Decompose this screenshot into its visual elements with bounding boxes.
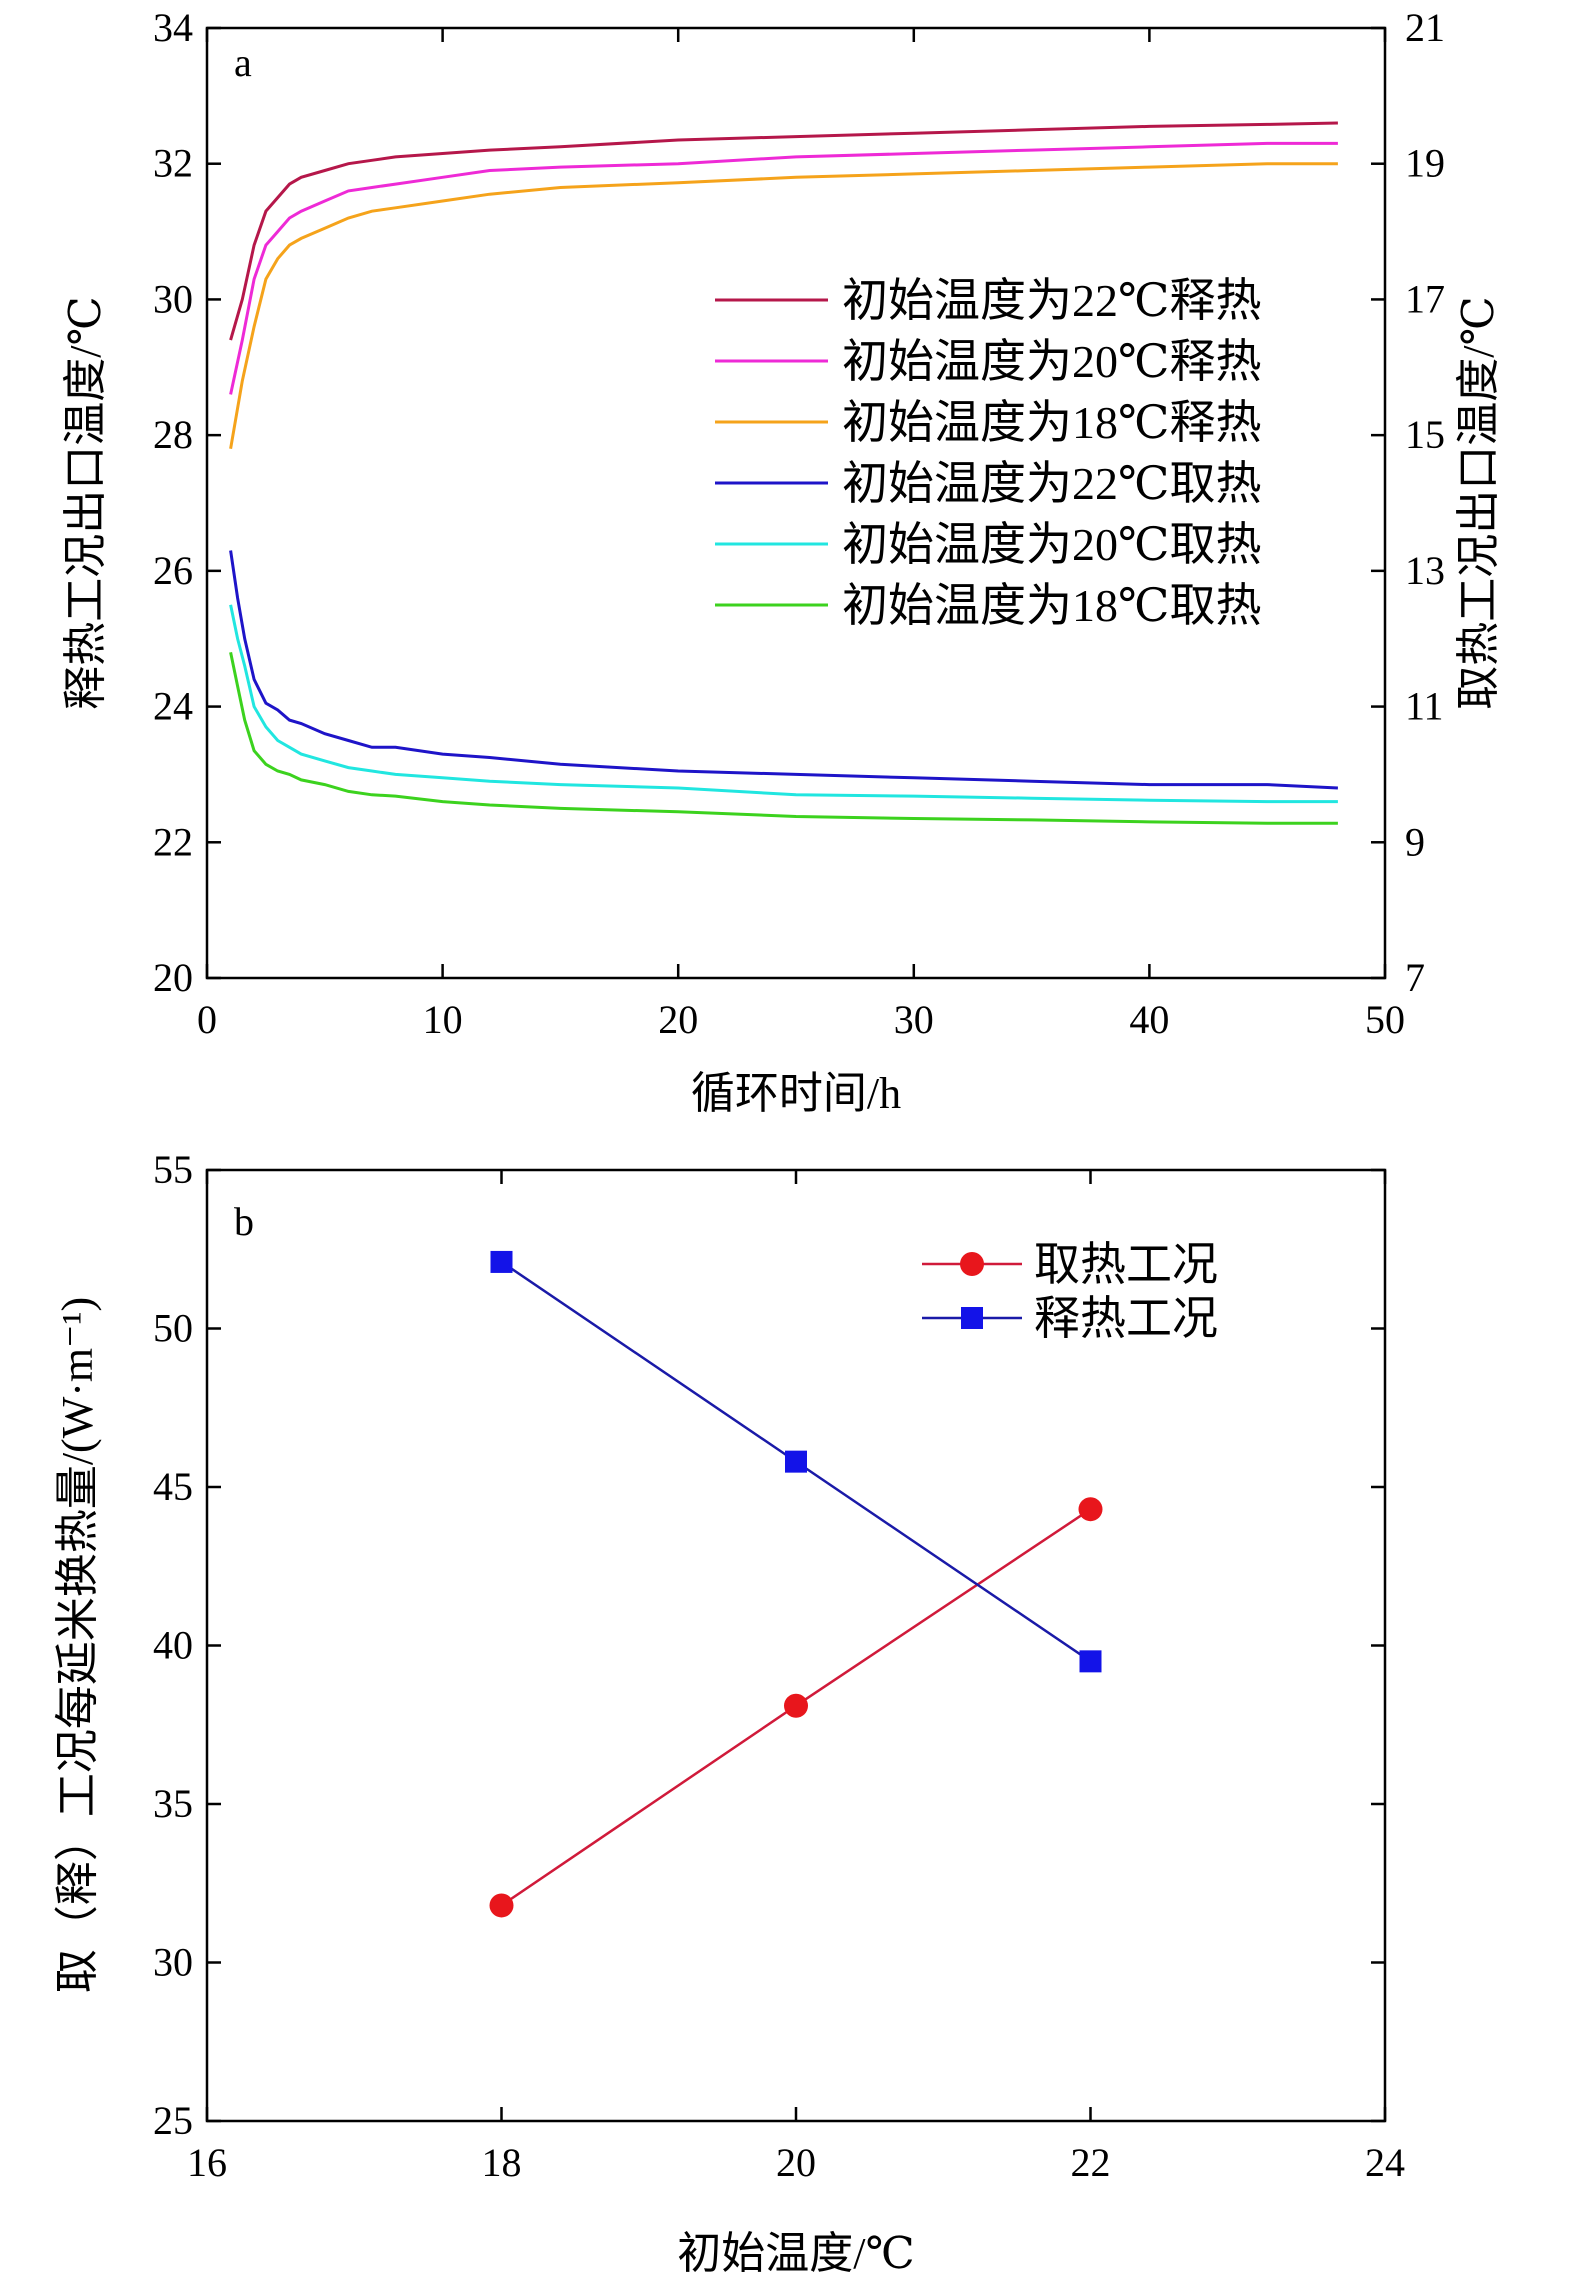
series-line-a-1 xyxy=(229,121,1338,341)
x-axis-title-a: 循环时间/h xyxy=(691,1069,901,1118)
data-point-b-1 xyxy=(1078,1497,1103,1522)
legend-label-a-2: 初始温度为20℃释热 xyxy=(842,336,1261,387)
x-tick-label-a: 40 xyxy=(1129,997,1169,1042)
y-tick-label-right-a: 21 xyxy=(1405,5,1445,50)
y-tick-label-right-a: 7 xyxy=(1405,955,1425,1000)
series-lines-a xyxy=(229,121,1338,825)
legend-label-a-4: 初始温度为22℃取热 xyxy=(842,458,1261,509)
x-tick-label-b: 20 xyxy=(776,2140,816,2185)
legend-label-a-1: 初始温度为22℃释热 xyxy=(842,275,1261,326)
y-tick-label-left-a: 20 xyxy=(153,955,193,1000)
chart-panel-a: a 0 10 20 30 40 50 20 22 24 26 28 30 32 34 7 9 11 13 15 17 1… xyxy=(61,5,1503,1118)
y-tick-label-left-a: 32 xyxy=(153,141,193,186)
data-point-b-1 xyxy=(489,1893,514,1918)
series-line-a-3 xyxy=(229,162,1338,449)
x-tick-label-a: 10 xyxy=(423,997,463,1042)
y-axis-title-left-a: 释热工况出口温度/℃ xyxy=(61,296,110,709)
legend-label-b-2: 释热工况 xyxy=(1034,1293,1218,1344)
y-tick-label-left-a: 30 xyxy=(153,276,193,321)
y-axis-title-b: 取（释）工况每延米换热量/(W·m⁻¹) xyxy=(53,1297,102,1993)
legend-label-a-6: 初始温度为18℃取热 xyxy=(842,580,1261,631)
y-tick-label-left-a: 34 xyxy=(153,5,193,50)
axis-ticks-b: 16 18 20 22 24 25 30 35 40 45 50 55 xyxy=(153,1147,1405,2185)
series-line-a-2 xyxy=(229,141,1338,395)
axis-ticks-a: 0 10 20 30 40 50 20 22 24 26 28 30 32 34 7 9 11 13 15 17 19 2… xyxy=(153,5,1445,1042)
series-line-a-5 xyxy=(229,604,1338,804)
x-axis-title-b: 初始温度/℃ xyxy=(677,2229,914,2278)
y-tick-label-b: 55 xyxy=(153,1147,193,1192)
series-lines-b xyxy=(489,1250,1103,1918)
y-tick-label-right-a: 17 xyxy=(1405,276,1445,321)
x-tick-label-a: 50 xyxy=(1365,997,1405,1042)
legend-marker-b-1 xyxy=(960,1252,984,1276)
y-tick-label-left-a: 22 xyxy=(153,819,193,864)
y-tick-label-b: 45 xyxy=(153,1464,193,1509)
x-tick-label-b: 16 xyxy=(187,2140,227,2185)
y-tick-label-b: 25 xyxy=(153,2098,193,2143)
y-tick-label-b: 35 xyxy=(153,1781,193,1826)
legend-marker-b-2 xyxy=(961,1307,983,1329)
legend-a: 初始温度为22℃释热初始温度为20℃释热初始温度为18℃释热初始温度为22℃取热… xyxy=(715,275,1261,631)
y-tick-label-right-a: 15 xyxy=(1405,412,1445,457)
y-tick-label-left-a: 24 xyxy=(153,684,193,729)
data-point-b-2 xyxy=(1079,1650,1102,1673)
data-point-b-2 xyxy=(785,1450,807,1473)
data-point-b-2 xyxy=(490,1250,513,1273)
y-tick-label-b: 40 xyxy=(153,1623,193,1668)
data-point-b-1 xyxy=(784,1693,808,1718)
series-line-a-6 xyxy=(229,651,1338,825)
y-axis-title-right-a: 取热工况出口温度/℃ xyxy=(1454,296,1503,709)
y-tick-label-b: 30 xyxy=(153,1940,193,1985)
x-tick-label-a: 20 xyxy=(658,997,698,1042)
y-tick-label-left-a: 26 xyxy=(153,548,193,593)
legend-label-a-3: 初始温度为18℃释热 xyxy=(842,397,1261,448)
y-tick-label-b: 50 xyxy=(153,1306,193,1351)
y-tick-label-left-a: 28 xyxy=(153,412,193,457)
y-tick-label-right-a: 11 xyxy=(1405,684,1444,729)
panel-letter-a: a xyxy=(234,40,252,85)
legend-label-b-1: 取热工况 xyxy=(1034,1239,1218,1290)
panel-letter-b: b xyxy=(234,1199,254,1244)
x-tick-label-b: 22 xyxy=(1071,2140,1111,2185)
y-tick-label-right-a: 19 xyxy=(1405,141,1445,186)
x-tick-label-b: 18 xyxy=(482,2140,522,2185)
y-tick-label-right-a: 13 xyxy=(1405,548,1445,593)
plot-frame-a xyxy=(205,26,1387,980)
x-tick-label-a: 30 xyxy=(894,997,934,1042)
legend-label-a-5: 初始温度为20℃取热 xyxy=(842,519,1261,570)
series-line-a-4 xyxy=(229,550,1338,790)
x-tick-label-a: 0 xyxy=(197,997,217,1042)
x-tick-label-b: 24 xyxy=(1365,2140,1405,2185)
y-tick-label-right-a: 9 xyxy=(1405,819,1425,864)
